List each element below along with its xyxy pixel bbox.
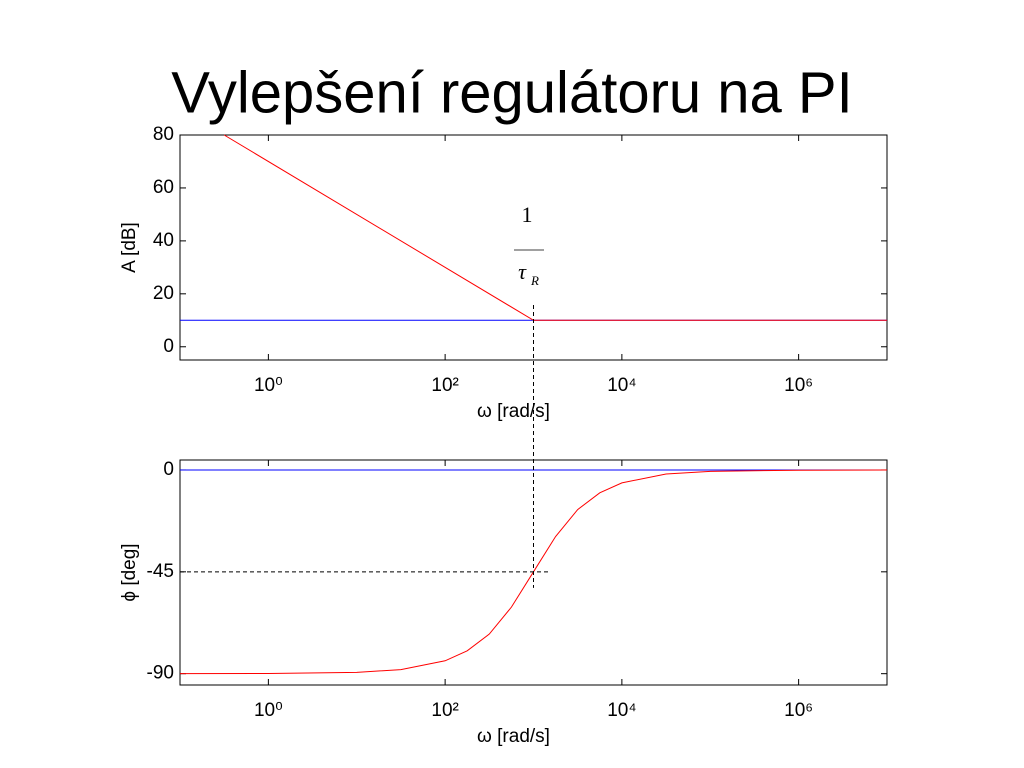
y-tick-label: 0 [163, 459, 174, 480]
x-tick-label: 10⁰ [254, 700, 283, 721]
x-tick-label: 10⁶ [784, 375, 813, 396]
y-axis-label: ϕ [deg] [119, 543, 140, 601]
x-axis-label: ω [rad/s] [477, 401, 550, 422]
x-axis-label: ω [rad/s] [477, 726, 550, 747]
annotation-numerator: 1 [522, 202, 533, 227]
y-tick-label: 40 [153, 230, 174, 251]
x-tick-label: 10⁶ [784, 700, 813, 721]
x-tick-label: 10⁰ [254, 375, 283, 396]
y-tick-label: -90 [147, 663, 174, 684]
x-tick-label: 10² [431, 700, 458, 721]
y-tick-label: 0 [163, 336, 174, 357]
y-tick-label: -45 [147, 561, 174, 582]
x-tick-label: 10² [431, 375, 458, 396]
annotation: 1 τ R [514, 202, 544, 288]
slide-title: Vylepšení regulátoru na PI [171, 60, 852, 125]
y-tick-label: 60 [153, 177, 174, 198]
annotation-denominator: τ [518, 259, 527, 284]
x-tick-label: 10⁴ [607, 375, 636, 396]
y-axis-label: A [dB] [119, 222, 140, 273]
annotation-subscript: R [530, 273, 539, 288]
y-tick-label: 80 [153, 124, 174, 145]
x-tick-label: 10⁴ [607, 700, 636, 721]
y-tick-label: 20 [153, 283, 174, 304]
